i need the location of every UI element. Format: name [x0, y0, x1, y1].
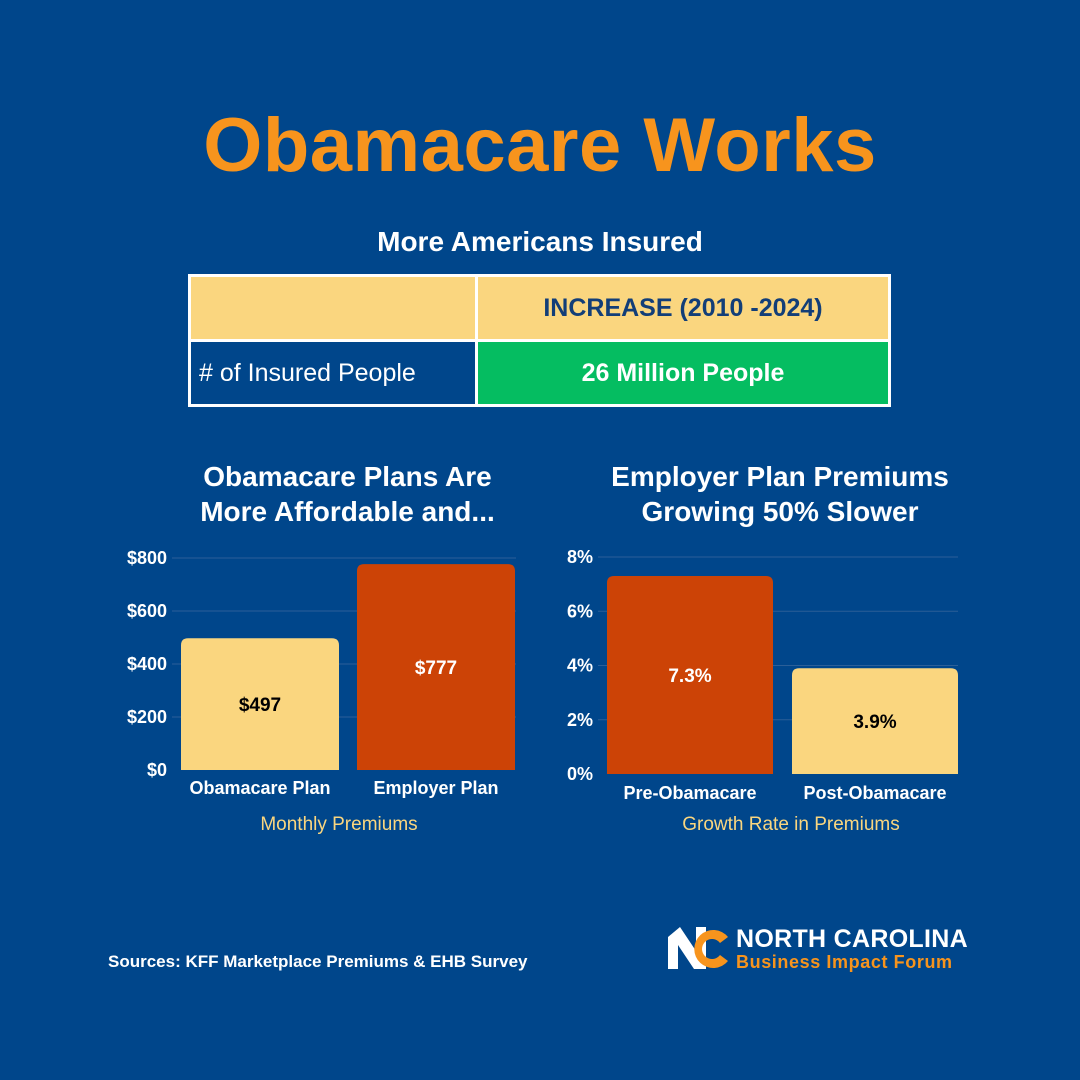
chart2-data-label: 7.3%	[668, 666, 711, 687]
page-title: Obamacare Works	[203, 103, 877, 188]
chart2-ytick-label: 4%	[567, 656, 593, 676]
table-row-label: # of Insured People	[188, 339, 478, 407]
chart2-title-line1: Employer Plan Premiums	[611, 461, 949, 492]
chart2-growth-rate: 0% 2% 4% 6% 8% 7.3% Pre-Obamacare 3.9% Post-Obam…	[567, 547, 958, 835]
chart1-bar	[357, 564, 515, 770]
table-row-value: 26 Million People	[475, 339, 891, 407]
logo-name: NORTH CAROLINA	[736, 925, 968, 953]
chart2-bar	[607, 575, 773, 774]
chart1-title: Obamacare Plans Are More Affordable and.…	[150, 459, 545, 529]
nc-logo-icon	[668, 927, 728, 969]
chart1-premiums: $0 $200 $400 $600 $800 $497 Obamacare Plan $777…	[127, 548, 516, 835]
chart2-bar	[792, 668, 958, 774]
chart1-bar	[181, 638, 339, 770]
chart2-ytick-label: 2%	[567, 710, 593, 730]
chart1-data-label: $497	[239, 695, 281, 716]
chart2-title: Employer Plan Premiums Growing 50% Slowe…	[580, 459, 980, 529]
logo-subtitle: Business Impact Forum	[736, 952, 953, 972]
chart1-ytick-label: $800	[127, 548, 167, 568]
chart1-ytick-label: $200	[127, 707, 167, 727]
chart2-ytick-label: 8%	[567, 547, 593, 567]
chart1-title-line2: More Affordable and...	[200, 496, 495, 527]
chart1-category-label: Obamacare Plan	[189, 778, 330, 798]
chart1-ytick-label: $600	[127, 601, 167, 621]
table-title: More Americans Insured	[377, 226, 703, 257]
chart2-category-label: Pre-Obamacare	[623, 783, 756, 803]
chart2-ytick-label: 0%	[567, 764, 593, 784]
chart2-ytick-label: 6%	[567, 601, 593, 621]
chart1-category-label: Employer Plan	[373, 778, 498, 798]
table-header-row: INCREASE (2010 -2024)	[188, 274, 891, 342]
sources-note: Sources: KFF Marketplace Premiums & EHB …	[108, 952, 528, 971]
chart2-category-label: Post-Obamacare	[803, 783, 946, 803]
table-blank-cell	[188, 274, 478, 342]
chart1-xlabel: Monthly Premiums	[260, 814, 417, 835]
table-row: # of Insured People 26 Million People	[188, 339, 891, 407]
chart1-ytick-label: $400	[127, 654, 167, 674]
insured-table: INCREASE (2010 -2024) # of Insured Peopl…	[188, 274, 891, 407]
chart2-data-label: 3.9%	[853, 712, 896, 733]
chart2-xlabel: Growth Rate in Premiums	[682, 814, 900, 835]
chart1-data-label: $777	[415, 658, 457, 679]
chart2-title-line2: Growing 50% Slower	[641, 496, 919, 527]
chart1-ytick-label: $0	[147, 760, 167, 780]
chart1-title-line1: Obamacare Plans Are	[203, 461, 492, 492]
table-header-cell: INCREASE (2010 -2024)	[475, 274, 891, 342]
